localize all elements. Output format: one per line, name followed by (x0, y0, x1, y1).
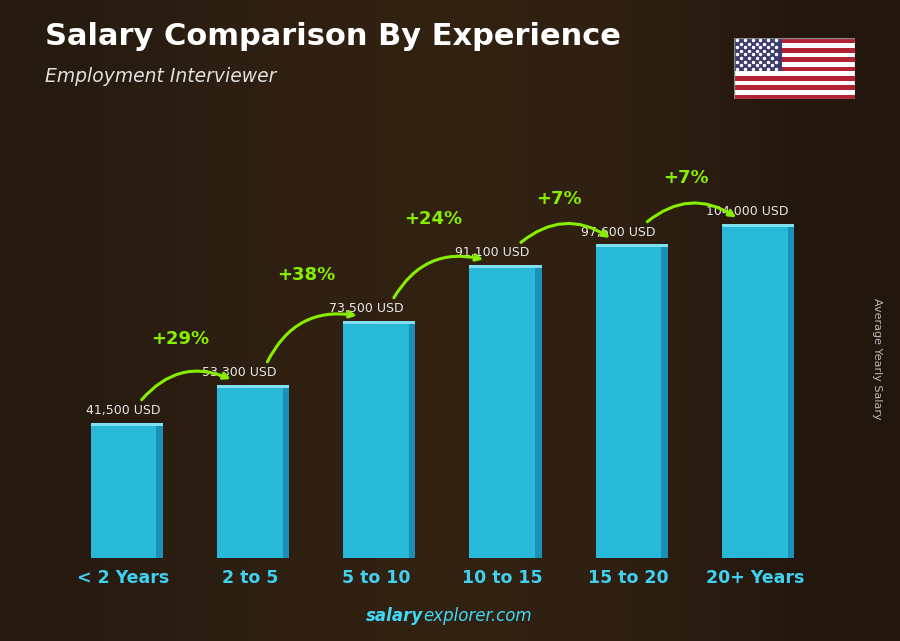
Bar (217, 388, 283, 558)
Text: 104,000 USD: 104,000 USD (706, 205, 788, 219)
Text: salary: salary (365, 607, 423, 625)
Bar (734, 38, 782, 71)
Bar (343, 320, 416, 324)
Bar (596, 244, 668, 247)
Bar (409, 324, 416, 558)
Text: 91,100 USD: 91,100 USD (455, 246, 529, 260)
Text: 53,300 USD: 53,300 USD (202, 367, 277, 379)
Text: 41,500 USD: 41,500 USD (86, 404, 161, 417)
Text: +38%: +38% (277, 266, 336, 284)
Bar (734, 90, 855, 95)
Text: Salary Comparison By Experience: Salary Comparison By Experience (45, 22, 621, 51)
Bar (734, 48, 855, 53)
Bar (722, 224, 795, 227)
Bar (734, 81, 855, 85)
Bar (536, 268, 542, 558)
Bar (596, 247, 662, 558)
Bar (734, 57, 855, 62)
Text: Average Yearly Salary: Average Yearly Salary (872, 298, 883, 420)
Text: +29%: +29% (151, 331, 210, 349)
Bar (734, 62, 855, 67)
Bar (734, 67, 855, 71)
Text: 73,500 USD: 73,500 USD (328, 303, 403, 315)
Bar (788, 227, 795, 558)
Bar (470, 268, 536, 558)
Bar (343, 324, 409, 558)
Bar (470, 265, 542, 268)
Bar (662, 247, 668, 558)
Text: explorer.com: explorer.com (423, 607, 532, 625)
Bar (91, 422, 163, 426)
Bar (283, 388, 289, 558)
Text: 97,600 USD: 97,600 USD (581, 226, 656, 238)
Bar (722, 227, 788, 558)
Bar (734, 85, 855, 90)
Text: Employment Interviewer: Employment Interviewer (45, 67, 276, 87)
Text: +24%: +24% (404, 210, 462, 228)
Bar (157, 426, 163, 558)
Bar (734, 38, 855, 43)
Text: +7%: +7% (536, 190, 582, 208)
Bar (734, 71, 855, 76)
Bar (734, 95, 855, 99)
Bar (217, 385, 289, 388)
Text: +7%: +7% (662, 169, 708, 187)
Bar (734, 43, 855, 48)
Bar (91, 426, 157, 558)
Bar (734, 53, 855, 57)
Bar (734, 76, 855, 81)
